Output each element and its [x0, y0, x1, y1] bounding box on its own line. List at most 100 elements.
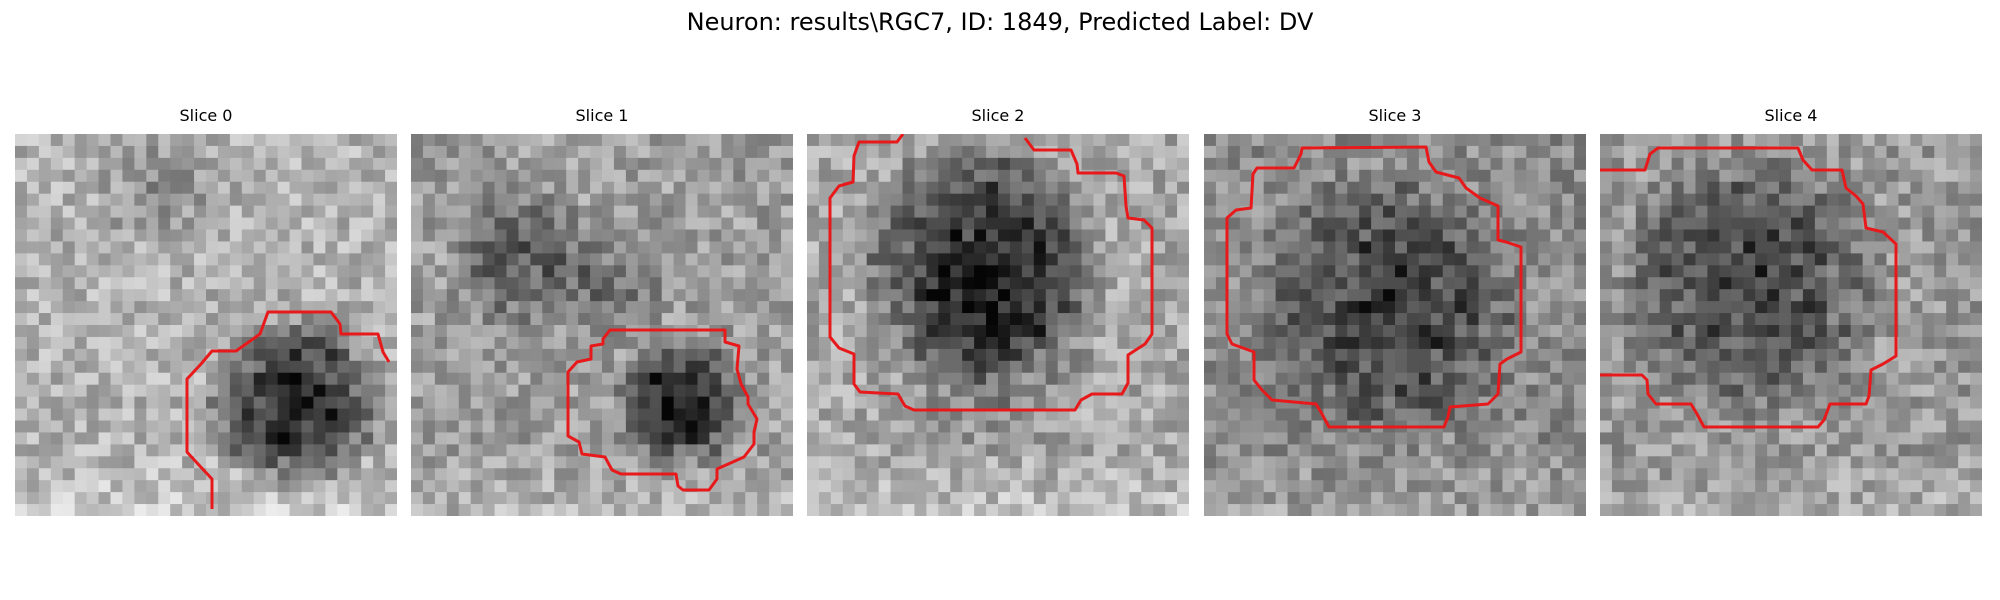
image-pixel [1538, 420, 1551, 434]
image-pixel [781, 504, 793, 516]
image-pixel [649, 336, 663, 350]
image-pixel [578, 241, 591, 254]
image-pixel [361, 492, 374, 505]
image-pixel [1862, 432, 1876, 445]
image-pixel [1395, 193, 1408, 207]
image-pixel [470, 336, 484, 350]
image-pixel [434, 145, 448, 159]
image-pixel [1802, 325, 1816, 338]
image-pixel [158, 444, 171, 457]
image-pixel [745, 372, 758, 386]
image-pixel [301, 444, 315, 457]
image-pixel [373, 253, 386, 266]
image-pixel [1057, 265, 1071, 278]
image-pixel [1731, 408, 1744, 422]
image-pixel [74, 492, 88, 505]
image-pixel [1263, 492, 1277, 505]
image-pixel [807, 492, 820, 505]
image-pixel [182, 134, 195, 147]
image-pixel [1418, 313, 1432, 326]
image-pixel [1081, 325, 1095, 338]
image-pixel [1057, 157, 1071, 171]
image-pixel [289, 408, 303, 422]
image-pixel [349, 420, 362, 434]
image-pixel [146, 134, 159, 147]
image-pixel [1165, 134, 1178, 147]
image-pixel [685, 313, 699, 326]
image-pixel [1910, 336, 1923, 350]
image-pixel [1862, 301, 1876, 314]
image-pixel [1383, 325, 1396, 338]
image-pixel [781, 241, 793, 254]
image-pixel [385, 396, 397, 410]
image-pixel [62, 384, 76, 398]
image-pixel [590, 468, 603, 481]
image-pixel [938, 384, 951, 398]
image-pixel [289, 336, 303, 350]
image-pixel [818, 432, 832, 445]
image-pixel [1934, 420, 1947, 434]
image-pixel [182, 360, 195, 374]
image-pixel [470, 360, 484, 374]
image-pixel [458, 444, 472, 457]
image-pixel [289, 253, 303, 266]
image-pixel [1538, 456, 1551, 469]
image-pixel [241, 205, 255, 219]
image-pixel [1045, 145, 1059, 159]
image-pixel [1767, 205, 1780, 219]
image-pixel [1129, 384, 1142, 398]
image-pixel [38, 420, 52, 434]
image-pixel [506, 504, 520, 516]
image-pixel [1600, 336, 1613, 350]
image-pixel [1743, 157, 1756, 171]
image-pixel [385, 217, 397, 231]
image-pixel [229, 313, 243, 326]
image-pixel [1850, 193, 1864, 207]
image-pixel [902, 145, 916, 159]
image-pixel [1779, 193, 1792, 207]
image-pixel [733, 169, 746, 183]
image-pixel [1045, 241, 1059, 254]
image-pixel [1251, 277, 1265, 290]
image-pixel [98, 456, 112, 469]
image-pixel [721, 372, 734, 386]
image-pixel [62, 420, 76, 434]
image-pixel [1958, 277, 1971, 290]
image-pixel [289, 169, 303, 183]
image-pixel [1275, 396, 1289, 410]
image-pixel [1165, 277, 1178, 290]
image-pixel [1021, 325, 1035, 338]
image-pixel [482, 181, 496, 195]
image-pixel [1562, 313, 1575, 326]
image-pixel [1311, 217, 1324, 231]
image-pixel [757, 289, 770, 302]
image-pixel [518, 193, 531, 207]
image-pixel [1215, 384, 1229, 398]
image-pixel [411, 348, 424, 362]
image-pixel [1009, 420, 1023, 434]
image-pixel [1239, 134, 1253, 147]
image-pixel [1779, 277, 1792, 290]
image-pixel [206, 217, 219, 231]
image-pixel [411, 492, 424, 505]
image-pixel [1287, 253, 1301, 266]
image-pixel [1227, 277, 1241, 290]
image-pixel [1550, 181, 1563, 195]
image-pixel [206, 360, 219, 374]
image-pixel [554, 193, 567, 207]
image-pixel [1430, 253, 1444, 266]
image-pixel [1129, 134, 1142, 147]
image-pixel [1287, 217, 1301, 231]
image-pixel [757, 265, 770, 278]
image-pixel [530, 384, 543, 398]
image-pixel [1454, 289, 1468, 302]
image-pixel [1791, 336, 1804, 350]
image-pixel [349, 217, 362, 231]
image-pixel [122, 456, 135, 469]
image-pixel [807, 181, 820, 195]
image-pixel [1021, 432, 1035, 445]
image-pixel [685, 277, 699, 290]
image-pixel [637, 205, 651, 219]
image-pixel [434, 325, 448, 338]
image-pixel [146, 360, 159, 374]
